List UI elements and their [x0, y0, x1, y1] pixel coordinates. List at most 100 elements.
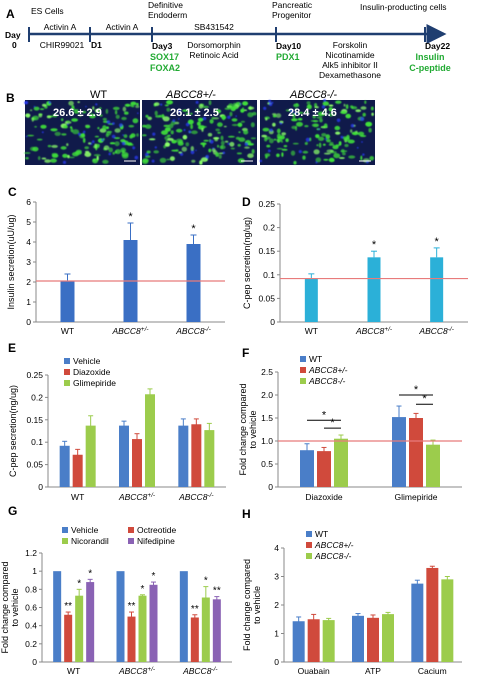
micrograph-bg	[25, 100, 140, 165]
y-tick-label: 0	[26, 317, 31, 327]
y-tick-label: 0.2	[263, 223, 275, 233]
cell	[106, 126, 109, 130]
cell	[195, 108, 199, 113]
legend-entry: WT	[306, 529, 328, 539]
cell	[84, 152, 92, 157]
cell	[141, 159, 149, 165]
cell	[170, 130, 174, 135]
cell	[136, 133, 139, 137]
chart-d: 0 0.05 0.1 0.15 0.2 0.25 C-pep secretion(ng/ug…	[242, 199, 468, 336]
cell	[68, 100, 74, 106]
cell	[132, 118, 139, 124]
cell	[321, 126, 324, 129]
seg1-line2: CHIR99021	[40, 40, 85, 50]
nucleus	[268, 102, 273, 107]
cell	[322, 143, 326, 146]
legend-entry: Glimepiride	[64, 378, 116, 388]
nucleus	[325, 138, 327, 141]
cell	[318, 112, 326, 116]
micrograph-value: 28.4 ± 4.6	[288, 107, 337, 119]
legend-swatch	[64, 380, 70, 386]
y-tick-label: 0.6	[25, 603, 37, 613]
cell	[333, 151, 337, 154]
cell	[145, 124, 152, 129]
nucleus	[235, 115, 237, 117]
nucleus	[111, 134, 116, 139]
cell	[306, 101, 311, 105]
cell	[318, 136, 325, 141]
cell	[123, 134, 128, 139]
chart-c: 0 1 2 3 4 5 6 Insulin secretion(uU/ug) WT * ABCC8+…	[6, 197, 225, 336]
panel-letter-e: E	[8, 341, 16, 355]
nucleus	[202, 116, 207, 121]
nucleus	[259, 159, 263, 163]
cell	[293, 160, 297, 165]
cell	[355, 109, 362, 113]
chart-h: 0 1 2 3 4 Fold change compared to vehicle Ouaba…	[242, 529, 462, 676]
nucleus	[67, 123, 69, 126]
legend-swatch	[306, 553, 312, 559]
category-label: Cacium	[418, 666, 447, 676]
bar	[392, 417, 406, 487]
significance-mark: **	[191, 604, 199, 615]
stage-progenitor: Progenitor	[272, 10, 311, 20]
y-tick-label: 0.25	[26, 370, 43, 380]
cell	[368, 127, 372, 133]
cell	[312, 115, 317, 119]
nucleus	[25, 101, 29, 105]
y-tick-label: 1.5	[261, 413, 273, 423]
y-tick-label: 0.8	[25, 584, 37, 594]
cell	[345, 113, 352, 119]
cell	[247, 143, 254, 146]
micrograph-label-ko: ABCC8-/-	[289, 89, 337, 101]
category-label: ABCC8-/-	[178, 492, 214, 503]
cell	[233, 102, 236, 108]
y-axis-label: C-pep secretion(ng/ug)	[242, 217, 252, 309]
legend-swatch	[64, 369, 70, 375]
bar	[145, 394, 155, 487]
cell	[33, 106, 40, 111]
cell	[326, 139, 331, 143]
cell	[350, 129, 353, 133]
significance-mark: *	[204, 576, 208, 587]
cell	[64, 121, 68, 125]
cell	[148, 138, 156, 141]
cell	[108, 147, 113, 153]
cell	[121, 116, 127, 121]
cell	[342, 136, 349, 140]
bar	[72, 454, 83, 487]
seg2-line1: Activin A	[106, 22, 139, 32]
bar	[426, 567, 439, 662]
cell	[306, 104, 312, 110]
seg4-line2: Nicotinamide	[325, 50, 374, 60]
cell	[326, 149, 334, 153]
cell	[265, 155, 268, 159]
cell	[51, 144, 58, 148]
cell	[281, 152, 284, 157]
legend-entry: WT	[300, 354, 322, 364]
nucleus	[151, 159, 155, 163]
cell	[323, 152, 331, 155]
y-tick-label: 0.05	[258, 293, 275, 303]
cell	[328, 144, 335, 146]
cell	[154, 110, 158, 116]
micrograph-label-wt: WT	[90, 89, 107, 101]
nucleus	[134, 155, 139, 160]
legend-entry: Vehicle	[62, 525, 99, 535]
bar	[75, 595, 84, 662]
cell	[247, 112, 254, 118]
cell	[276, 153, 280, 158]
y-tick-label: 4	[26, 237, 31, 247]
cell	[199, 160, 203, 165]
category-label: Glimepiride	[395, 492, 438, 502]
d1-label: D1	[91, 40, 102, 50]
y-tick-label: 0.25	[258, 199, 275, 209]
legend-swatch	[64, 358, 70, 364]
cell	[174, 121, 180, 125]
category-label: Ouabain	[298, 666, 330, 676]
day0-label-a: Day	[5, 30, 21, 40]
cell	[316, 144, 319, 147]
cell	[29, 109, 33, 112]
cell	[50, 158, 57, 163]
bar	[191, 424, 202, 487]
